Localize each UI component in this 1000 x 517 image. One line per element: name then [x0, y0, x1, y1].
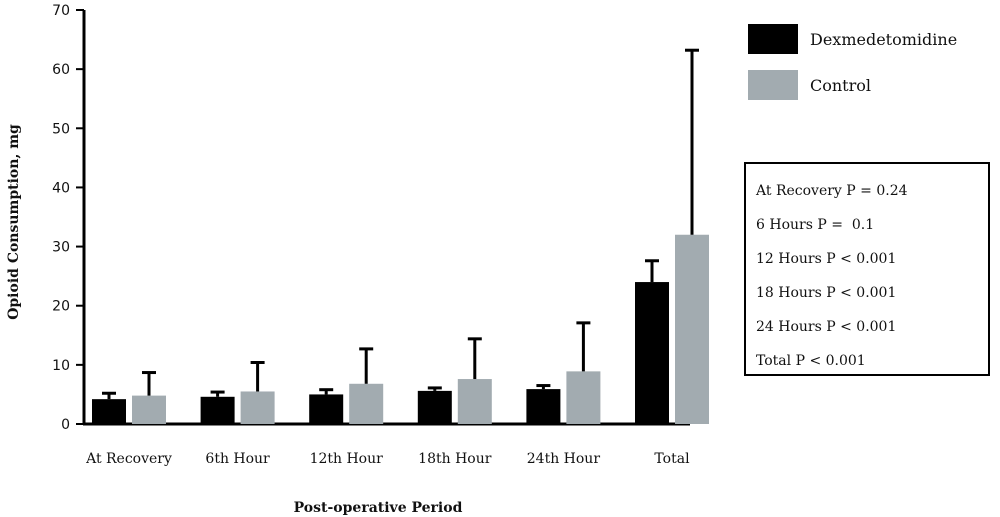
x-axis-label: Post-operative Period	[294, 500, 463, 516]
x-axis-tick-labels: At Recovery 6th Hour 12th Hour 18th Hour 24t…	[85, 451, 690, 467]
bar-dexmedetomidine	[526, 389, 561, 424]
bar-control	[132, 395, 166, 424]
x-tick-label: 24th Hour	[527, 451, 601, 467]
p-value-12-hours: 12 Hours P < 0.001	[756, 251, 897, 267]
y-axis-ticks: 0 10 20 30 40 50 60 70	[52, 3, 84, 433]
x-tick-label: 18th Hour	[418, 451, 492, 467]
x-tick-label: At Recovery	[85, 451, 172, 467]
p-value-18-hours: 18 Hours P < 0.001	[756, 285, 897, 301]
legend-item-dexmedetomidine: Dexmedetomidine	[748, 24, 957, 54]
bar-dexmedetomidine	[635, 282, 669, 424]
bar-dexmedetomidine	[417, 390, 452, 424]
legend-swatch-control	[748, 70, 798, 100]
bar-dexmedetomidine	[200, 396, 235, 424]
x-tick-label: 12th Hour	[310, 451, 384, 467]
bar-control	[349, 383, 384, 424]
y-tick-label: 20	[52, 299, 70, 315]
x-tick-label: Total	[654, 451, 690, 467]
p-value-total: Total P < 0.001	[756, 353, 866, 369]
p-value-annotation-box: At Recovery P = 0.24 6 Hours P = 0.1 12 …	[744, 162, 990, 376]
y-tick-label: 60	[52, 62, 70, 78]
y-tick-label: 50	[52, 121, 70, 137]
p-value-6-hours: 6 Hours P = 0.1	[756, 217, 875, 233]
y-tick-label: 30	[52, 240, 70, 256]
bar-control	[240, 391, 275, 424]
chart-axes	[82, 10, 690, 426]
legend-label-control: Control	[810, 75, 872, 95]
error-bars	[102, 48, 699, 400]
y-tick-label: 0	[61, 417, 70, 433]
bar-control	[675, 234, 709, 424]
bar-control	[566, 371, 601, 424]
y-axis-label: Opioid Consumption, mg	[6, 124, 22, 320]
p-value-24-hours: 24 Hours P < 0.001	[756, 319, 897, 335]
bar-dexmedetomidine	[309, 394, 344, 424]
x-tick-label: 6th Hour	[205, 451, 270, 467]
y-tick-label: 10	[52, 358, 70, 374]
y-tick-label: 40	[52, 180, 70, 196]
legend-item-control: Control	[748, 70, 871, 100]
p-value-at-recovery: At Recovery P = 0.24	[756, 183, 908, 199]
legend-swatch-dexmedetomidine	[748, 24, 798, 54]
chart-bars	[92, 234, 709, 424]
y-tick-label: 70	[52, 3, 70, 19]
bar-dexmedetomidine	[92, 399, 126, 424]
legend-label-dexmedetomidine: Dexmedetomidine	[810, 29, 958, 49]
bar-control	[457, 379, 492, 424]
